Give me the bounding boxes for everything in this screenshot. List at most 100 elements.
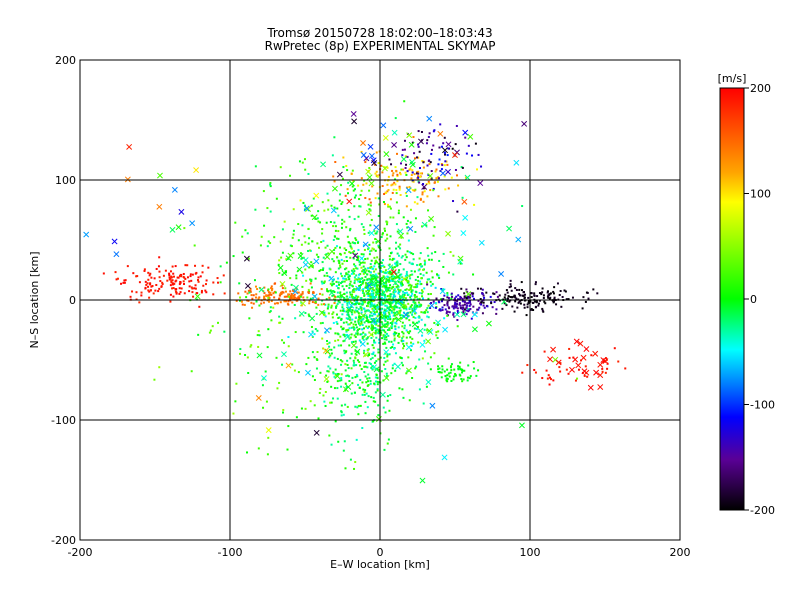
- data-point: [345, 386, 348, 389]
- data-point: [406, 370, 409, 373]
- data-point: [344, 298, 347, 301]
- data-point: [462, 306, 465, 309]
- data-point: [334, 246, 337, 249]
- data-point: [406, 155, 409, 158]
- data-point: [407, 293, 410, 296]
- data-point: [302, 274, 305, 277]
- data-point: [398, 171, 401, 174]
- data-point: [339, 294, 342, 297]
- data-point: [383, 308, 386, 311]
- data-point: [320, 240, 323, 243]
- data-point: [398, 311, 401, 314]
- data-point: [282, 411, 285, 414]
- data-point: [284, 290, 287, 293]
- data-point: [383, 293, 386, 296]
- data-point: [344, 382, 347, 385]
- data-point: [457, 184, 460, 187]
- data-point-cross: [552, 356, 559, 363]
- data-point: [178, 287, 181, 290]
- data-point: [152, 292, 155, 295]
- data-point: [471, 154, 474, 157]
- data-point-cross: [550, 346, 557, 353]
- data-point: [394, 369, 397, 372]
- data-point: [348, 251, 351, 254]
- data-point: [359, 305, 362, 308]
- data-point: [392, 306, 395, 309]
- data-point-cross: [287, 252, 294, 259]
- data-point: [339, 291, 342, 294]
- data-point: [361, 337, 364, 340]
- data-point: [504, 293, 507, 296]
- data-point: [396, 264, 399, 267]
- data-point: [269, 210, 272, 213]
- data-point: [274, 282, 277, 285]
- data-point: [413, 201, 416, 204]
- data-point: [516, 306, 519, 309]
- data-point: [520, 281, 523, 284]
- data-point: [239, 347, 242, 350]
- data-point: [319, 221, 322, 224]
- data-point: [382, 290, 385, 293]
- data-point: [387, 175, 390, 178]
- data-point-cross: [371, 317, 378, 324]
- data-point: [150, 276, 153, 279]
- data-point: [387, 287, 390, 290]
- data-point: [581, 307, 584, 310]
- data-point: [584, 300, 587, 303]
- data-point: [451, 147, 454, 150]
- data-point-cross: [302, 257, 309, 263]
- data-point: [422, 183, 425, 186]
- data-point: [345, 164, 348, 167]
- data-point: [437, 365, 440, 368]
- data-point: [456, 325, 459, 328]
- data-point: [248, 317, 251, 320]
- data-point: [458, 302, 461, 305]
- data-point: [385, 289, 388, 292]
- data-point: [348, 275, 351, 278]
- data-point: [443, 370, 446, 373]
- data-point: [351, 318, 354, 321]
- data-point: [153, 378, 156, 381]
- data-point: [252, 302, 255, 305]
- data-point: [369, 274, 372, 277]
- data-point: [391, 174, 394, 177]
- data-point: [408, 288, 411, 291]
- data-point: [415, 304, 418, 307]
- data-point-cross: [368, 180, 375, 187]
- data-point: [356, 359, 359, 362]
- data-point: [406, 250, 409, 253]
- data-point: [377, 272, 380, 275]
- data-point: [332, 225, 335, 228]
- data-point: [371, 368, 374, 371]
- data-point-cross: [398, 232, 405, 239]
- data-point: [387, 322, 390, 325]
- data-point: [506, 297, 509, 300]
- data-point: [367, 301, 370, 304]
- data-point: [417, 279, 420, 282]
- data-point: [287, 303, 290, 306]
- data-point: [244, 229, 247, 232]
- y-tick-label: 200: [55, 54, 76, 67]
- data-point-cross: [313, 429, 320, 436]
- data-point: [435, 334, 438, 337]
- data-point: [283, 220, 286, 223]
- data-point: [376, 230, 379, 233]
- data-point: [393, 275, 396, 278]
- data-point-cross: [124, 176, 131, 183]
- data-point: [429, 292, 432, 295]
- data-point: [359, 297, 362, 300]
- data-point: [363, 349, 366, 352]
- data-point: [394, 178, 397, 181]
- data-point: [379, 270, 382, 273]
- data-point: [426, 278, 429, 281]
- data-point: [253, 279, 256, 282]
- data-point: [144, 280, 147, 283]
- data-point: [400, 256, 403, 259]
- data-point: [362, 271, 365, 274]
- data-point: [380, 308, 383, 311]
- data-point: [395, 241, 398, 244]
- data-point: [380, 279, 383, 282]
- data-point: [331, 154, 334, 157]
- data-point: [355, 267, 358, 270]
- data-point: [456, 307, 459, 310]
